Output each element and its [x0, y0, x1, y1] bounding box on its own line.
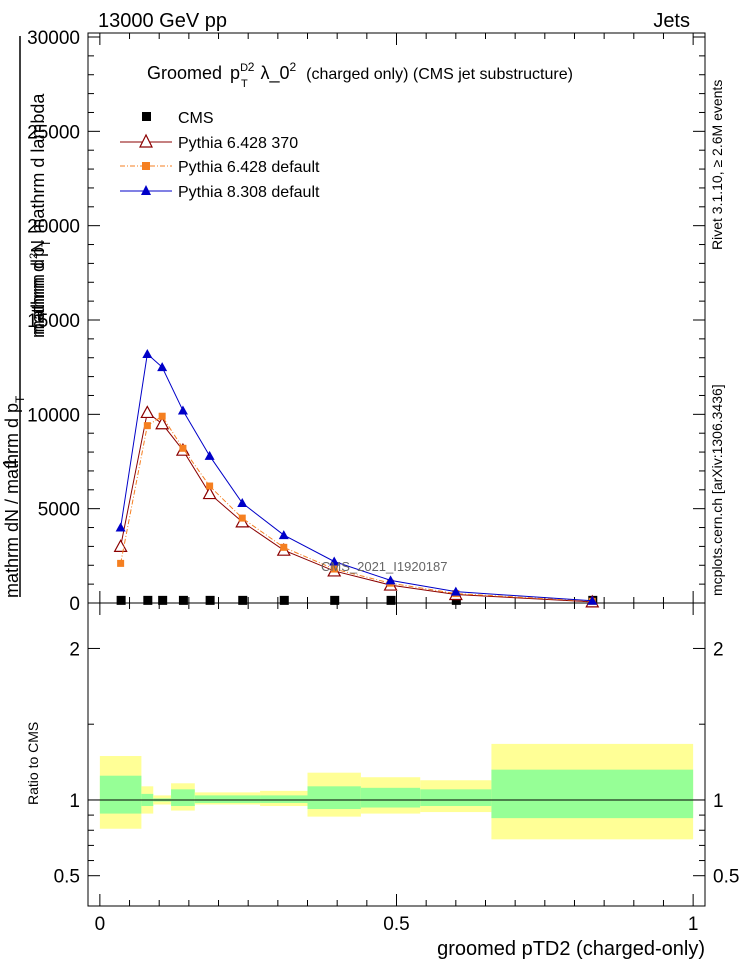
mcplots-label: mcplots.cern.ch [arXiv:1306.3436]	[709, 384, 725, 596]
x-tick-label: 0	[95, 914, 106, 935]
header-left: 13000 GeV pp	[98, 10, 227, 32]
ratio-band-green	[307, 786, 361, 810]
legend-marker-py8-default	[141, 185, 151, 195]
cms-marker	[451, 595, 461, 605]
legend-label-py6-default: Pythia 6.428 default	[178, 159, 320, 176]
cms-marker	[178, 595, 188, 605]
chart-title: Groomed pD T2 λ_02 (charged only) (CMS jet s…	[147, 60, 573, 90]
cms-marker	[238, 595, 248, 605]
legend-label-cms: CMS	[178, 110, 214, 127]
y-axis-label-one: 1	[0, 458, 20, 468]
y-axis-label-main-numerator: mathrm d2N	[28, 240, 48, 335]
py8-default-marker	[204, 450, 215, 460]
py6-default-marker	[238, 514, 246, 522]
legend-marker-py6-370	[139, 133, 153, 148]
py6-default-marker	[179, 444, 187, 452]
py8-default-marker	[385, 575, 396, 585]
py6-default-marker	[117, 559, 125, 567]
y-tick-label-main: 20000	[27, 217, 80, 238]
cms-marker	[330, 595, 340, 605]
y-tick-label-main: 25000	[27, 122, 80, 143]
y-tick-label-main: 0	[69, 594, 80, 615]
py8-default-marker	[329, 556, 340, 566]
ratio-band-green	[194, 795, 261, 803]
py6-default-marker	[330, 565, 338, 573]
y-tick-label-ratio: 0.5	[54, 867, 80, 888]
svg-text:mathrm d pTmathrm d lambda: mathrm d pTmathrm d lambda	[28, 93, 53, 338]
py8-default-marker	[177, 405, 188, 415]
py6-370-marker	[202, 486, 217, 500]
y-tick-label-ratio-right: 0.5	[713, 867, 739, 888]
ratio-band-green	[420, 789, 492, 807]
header-right: Jets	[653, 10, 690, 32]
cms-marker	[205, 595, 215, 605]
py8-default-marker	[587, 595, 598, 605]
py8-default-marker	[142, 348, 153, 358]
cms-marker	[143, 595, 153, 605]
py6-370-marker	[140, 405, 155, 419]
py8-default-marker	[278, 530, 289, 540]
ratio-band-green	[491, 769, 694, 819]
legend: CMS Pythia 6.428 370 Pythia 6.428 defaul…	[120, 110, 320, 201]
legend-label-py6-370: Pythia 6.428 370	[178, 135, 298, 152]
py8-default-marker	[157, 362, 168, 372]
legend-marker-cms	[142, 112, 151, 121]
y-tick-label-ratio: 1	[69, 791, 80, 812]
y-axis-label-main-numerator-2: mathrm d pTmathrm d lambda	[28, 93, 53, 338]
y-tick-label-main: 5000	[38, 500, 80, 521]
x-tick-label: 1	[688, 914, 699, 935]
y-tick-label-ratio: 2	[69, 639, 80, 660]
svg-text:mathrm d2N: mathrm d2N	[28, 240, 48, 335]
series-line	[120, 415, 593, 602]
y-tick-label-main: 15000	[27, 311, 80, 332]
cms-marker	[158, 595, 168, 605]
axis-ticks: 0 5000 10000 15000 20000 25000 30000 0 0.5 1 0.5 0.…	[27, 28, 739, 935]
svg-text:mathrm dN / mathrm d pT: mathrm dN / mathrm d pT	[2, 395, 27, 598]
x-axis-label: groomed pTD2 (charged-only)	[437, 938, 705, 960]
py6-370-marker	[155, 416, 170, 430]
py8-default-marker	[237, 498, 248, 508]
legend-label-py8-default: Pythia 8.308 default	[178, 184, 320, 201]
py8-default-marker	[115, 522, 126, 532]
y-tick-label-main: 30000	[27, 28, 80, 49]
py6-default-marker	[158, 412, 166, 420]
y-tick-label-ratio-right: 1	[713, 791, 724, 812]
x-tick-label: 0.5	[383, 914, 409, 935]
ratio-band-green	[99, 775, 142, 814]
y-axis-label-ratio: Ratio to CMS	[25, 722, 41, 805]
py6-default-marker	[143, 422, 151, 430]
ratio-error-bands	[99, 743, 694, 840]
cms-marker	[116, 595, 126, 605]
y-axis-label-main: mathrm dN / mathrm d pT	[2, 395, 27, 598]
cms-marker	[386, 595, 396, 605]
py6-default-marker	[280, 543, 288, 551]
rivet-label: Rivet 3.1.10, ≥ 2.6M events	[709, 80, 725, 250]
y-tick-label-ratio-right: 2	[713, 639, 724, 660]
ratio-band-green	[360, 787, 421, 808]
data-series	[113, 348, 600, 608]
legend-marker-py6-default	[142, 162, 150, 170]
y-tick-label-main: 10000	[27, 405, 80, 426]
py8-default-marker	[450, 586, 461, 596]
ratio-band-green	[171, 789, 195, 807]
watermark: CMS_2021_I1920187	[321, 559, 448, 574]
py6-default-marker	[206, 482, 214, 490]
cms-marker	[279, 595, 289, 605]
ratio-band-green	[260, 795, 308, 803]
